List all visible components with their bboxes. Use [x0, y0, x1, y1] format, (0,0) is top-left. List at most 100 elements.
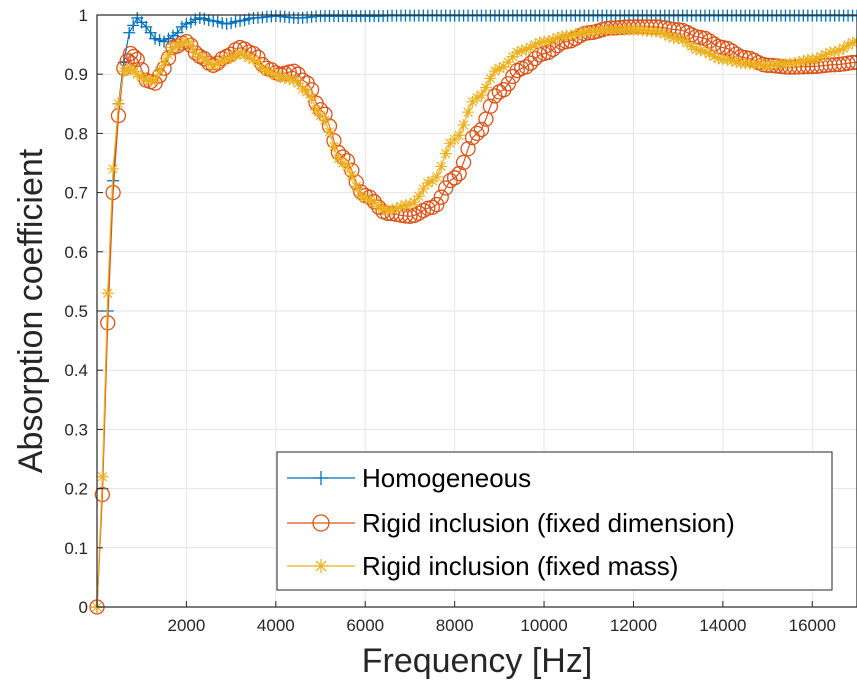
legend: Homogeneous Rigid inclusion (fixed dimens…	[276, 451, 833, 591]
data-point	[438, 180, 454, 196]
data-point	[833, 44, 846, 57]
data-point	[672, 32, 685, 45]
data-point	[699, 45, 711, 58]
data-point	[251, 56, 264, 69]
data-point	[238, 48, 251, 61]
data-point	[842, 39, 855, 52]
data-point	[287, 74, 300, 87]
data-point	[314, 471, 328, 485]
data-point	[421, 177, 434, 190]
y-tick-label: 0.8	[64, 124, 88, 143]
data-point	[658, 28, 671, 41]
data-point	[815, 50, 828, 63]
data-point	[435, 160, 448, 173]
data-point	[247, 53, 260, 66]
data-point	[488, 65, 501, 78]
data-point	[690, 43, 703, 56]
data-point	[100, 315, 116, 331]
data-point	[551, 31, 564, 44]
data-point	[810, 52, 823, 65]
data-point	[310, 103, 323, 116]
legend-entry: Rigid inclusion (fixed dimension)	[287, 508, 735, 538]
data-point	[278, 71, 291, 84]
legend-entry: Homogeneous	[287, 463, 531, 493]
data-point	[408, 196, 421, 209]
data-point	[542, 35, 555, 48]
data-point	[350, 180, 363, 193]
y-tick-label: 0.9	[64, 65, 88, 84]
x-tick-label: 4000	[257, 616, 295, 635]
data-point	[171, 40, 184, 53]
x-tick-label: 16000	[789, 616, 836, 635]
data-point	[129, 51, 145, 68]
data-point	[667, 32, 680, 45]
data-point	[377, 203, 390, 216]
data-point	[837, 42, 850, 55]
data-point	[819, 48, 832, 61]
data-point	[175, 37, 188, 50]
data-point	[158, 56, 171, 69]
series-asterisk	[91, 23, 857, 613]
data-point	[327, 140, 340, 153]
data-point	[178, 33, 195, 50]
data-point	[520, 43, 533, 56]
data-point	[121, 63, 134, 76]
data-point	[721, 53, 734, 66]
y-tick-label: 0.4	[64, 361, 88, 380]
data-point	[797, 54, 810, 67]
data-point	[193, 50, 206, 63]
data-point	[493, 62, 506, 75]
data-point	[117, 65, 130, 78]
axis-ticks: 2000 4000 6000 8000 10000 12000 14000 16000 0 0.1…	[64, 6, 836, 635]
data-point	[462, 106, 475, 119]
data-point	[296, 83, 309, 95]
data-point	[479, 81, 492, 94]
data-point	[260, 65, 273, 78]
legend-label: Homogeneous	[362, 463, 531, 493]
data-point	[849, 54, 857, 71]
data-point	[730, 56, 743, 69]
data-point	[202, 57, 215, 70]
data-point	[455, 154, 472, 171]
data-point	[471, 91, 483, 104]
data-point	[312, 514, 330, 532]
y-tick-label: 1	[79, 6, 88, 25]
data-point	[332, 152, 345, 165]
data-point	[515, 44, 528, 57]
data-point	[518, 59, 534, 75]
data-point	[564, 29, 577, 42]
x-tick-label: 2000	[167, 616, 205, 635]
data-point	[497, 60, 510, 73]
data-point	[153, 65, 166, 78]
y-tick-label: 0.7	[64, 184, 88, 203]
data-point	[547, 33, 559, 46]
data-point	[220, 53, 233, 66]
data-point	[451, 165, 467, 182]
data-point	[112, 97, 125, 110]
data-point	[694, 44, 707, 57]
x-tick-label: 8000	[436, 616, 474, 635]
data-point	[457, 119, 470, 132]
data-point	[301, 85, 314, 98]
data-point	[529, 38, 542, 51]
data-point	[229, 48, 242, 61]
data-point	[788, 57, 801, 70]
data-point	[101, 287, 114, 300]
y-axis-label: Absorption coefficient	[12, 148, 50, 473]
data-point	[207, 59, 220, 72]
data-point	[336, 157, 349, 169]
data-point	[234, 47, 247, 60]
data-point	[390, 202, 403, 215]
data-point	[573, 27, 586, 40]
data-point	[198, 52, 211, 65]
y-tick-label: 0.1	[64, 539, 88, 558]
data-point	[725, 54, 738, 67]
data-point	[469, 125, 485, 142]
data-point	[135, 71, 148, 84]
data-point	[131, 68, 144, 81]
legend-label: Rigid inclusion (fixed dimension)	[362, 508, 735, 538]
data-point	[265, 66, 278, 79]
data-point	[446, 170, 463, 186]
data-point	[654, 26, 667, 39]
data-point	[846, 36, 857, 49]
